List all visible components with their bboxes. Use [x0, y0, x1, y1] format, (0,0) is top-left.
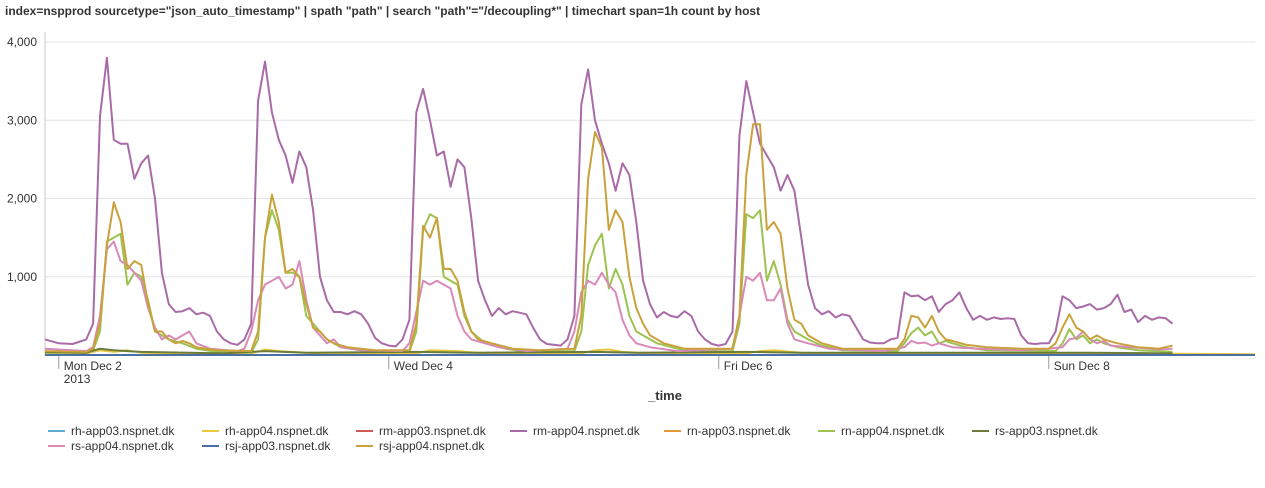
legend-item-rs-app03[interactable]: rs-app03.nspnet.dk	[972, 424, 1098, 438]
series-line-rsj-app04	[44, 123, 1173, 353]
legend-swatch	[972, 430, 989, 432]
x-tick-label: Mon Dec 2	[64, 359, 122, 373]
legend-swatch	[202, 445, 219, 447]
y-tick-label: 2,000	[7, 192, 37, 206]
legend-label: rm-app03.nspnet.dk	[379, 424, 486, 438]
legend-item-rn-app04[interactable]: rn-app04.nspnet.dk	[818, 424, 944, 438]
legend-label: rsj-app03.nspnet.dk	[225, 439, 331, 453]
legend-swatch	[202, 430, 219, 432]
x-tick-label: Fri Dec 6	[724, 359, 773, 373]
legend-item-rh-app04[interactable]: rh-app04.nspnet.dk	[202, 424, 328, 438]
series-line-rs-app03	[44, 347, 1173, 355]
legend-item-rsj-app03[interactable]: rsj-app03.nspnet.dk	[202, 439, 330, 453]
x-tick-label: Sun Dec 8	[1054, 359, 1110, 373]
x-tick-label: Wed Dec 4	[394, 359, 453, 373]
y-tick-label: 4,000	[7, 35, 37, 49]
legend-label: rsj-app04.nspnet.dk	[379, 439, 485, 453]
y-tick-label: 1,000	[7, 270, 37, 284]
x-axis-title: _time	[647, 388, 682, 403]
legend-item-rm-app03[interactable]: rm-app03.nspnet.dk	[356, 424, 486, 438]
legend-label: rm-app04.nspnet.dk	[533, 424, 640, 438]
legend-swatch	[510, 430, 527, 432]
legend-item-rm-app04[interactable]: rm-app04.nspnet.dk	[510, 424, 640, 438]
legend-item-rs-app04[interactable]: rs-app04.nspnet.dk	[48, 439, 174, 453]
legend-item-rsj-app04[interactable]: rsj-app04.nspnet.dk	[356, 439, 484, 453]
series-line-rn-app04	[45, 209, 1173, 354]
legend-label: rn-app04.nspnet.dk	[841, 424, 945, 438]
legend-item-rn-app03[interactable]: rn-app03.nspnet.dk	[664, 424, 790, 438]
legend-label: rn-app03.nspnet.dk	[687, 424, 791, 438]
series-line-rm-app04	[44, 56, 1174, 348]
legend-label: rs-app03.nspnet.dk	[995, 424, 1098, 438]
x-tick-sublabel: 2013	[64, 372, 91, 386]
legend-label: rh-app03.nspnet.dk	[71, 424, 175, 438]
legend-item-rh-app03[interactable]: rh-app03.nspnet.dk	[48, 424, 174, 438]
y-tick-label: 3,000	[7, 113, 37, 127]
search-query: index=nspprod sourcetype="json_auto_time…	[5, 4, 761, 18]
legend-swatch	[664, 430, 681, 432]
legend-swatch	[48, 445, 65, 447]
legend-swatch	[818, 430, 835, 432]
legend-swatch	[356, 445, 373, 447]
legend-swatch	[356, 430, 373, 432]
legend-swatch	[48, 430, 65, 432]
legend-label: rh-app04.nspnet.dk	[225, 424, 329, 438]
legend-label: rs-app04.nspnet.dk	[71, 439, 174, 453]
series-line-rs-app04	[44, 240, 1173, 353]
